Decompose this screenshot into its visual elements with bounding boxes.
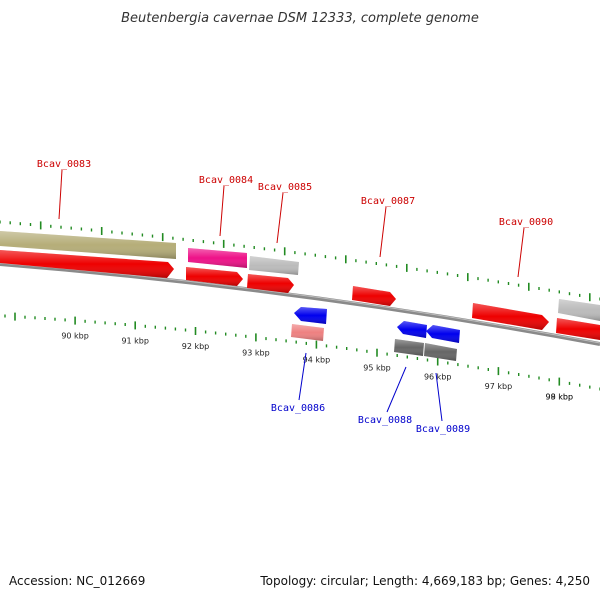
leader-Bcav_0088 xyxy=(386,366,407,413)
genome-backbone xyxy=(0,262,600,346)
tick-label: 98 kbp xyxy=(546,393,574,402)
tick-label: 90 kbp xyxy=(61,332,89,341)
label-Bcav_0089[interactable]: Bcav_0089 xyxy=(416,424,470,435)
tick-label: 97 kbp xyxy=(485,382,513,391)
inner-tick-ring xyxy=(4,312,600,391)
map-title: Beutenbergia cavernae DSM 12333, complet… xyxy=(121,11,479,26)
gene-labels: Bcav_0083 Bcav_0084 Bcav_0085 Bcav_0087 … xyxy=(37,159,553,435)
label-Bcav_0083[interactable]: Bcav_0083 xyxy=(37,159,91,170)
tick-label: 96 kbp xyxy=(424,373,452,382)
leader-Bcav_0087 xyxy=(379,206,387,258)
leader-Bcav_0086 xyxy=(298,352,307,401)
tick-label: 91 kbp xyxy=(121,336,149,345)
label-Bcav_0088[interactable]: Bcav_0088 xyxy=(358,415,412,426)
leader-Bcav_0090 xyxy=(517,227,525,278)
topology-text: Topology: circular; Length: 4,669,183 bp… xyxy=(260,574,590,588)
feature-track xyxy=(0,231,600,361)
label-Bcav_0090[interactable]: Bcav_0090 xyxy=(499,217,553,228)
tick-label: 93 kbp xyxy=(242,348,270,357)
label-Bcav_0086[interactable]: Bcav_0086 xyxy=(271,403,325,414)
leader-Bcav_0089 xyxy=(435,372,443,422)
tick-labels: 90 kbp 91 kbp 92 kbp 93 kbp 94 kbp 95 kbp 96 k… xyxy=(61,332,573,402)
tick-label: 94 kbp xyxy=(303,356,331,365)
tick-label: 95 kbp xyxy=(363,364,391,373)
outer-tick-ring xyxy=(0,220,600,302)
label-Bcav_0087[interactable]: Bcav_0087 xyxy=(361,196,415,207)
leader-Bcav_0085 xyxy=(276,192,284,244)
tick-label: 92 kbp xyxy=(182,342,210,351)
leader-Bcav_0084 xyxy=(219,185,225,237)
accession-text: Accession: NC_012669 xyxy=(9,574,146,588)
label-Bcav_0084[interactable]: Bcav_0084 xyxy=(199,175,253,186)
leader-Bcav_0083 xyxy=(58,169,63,220)
tick-label: 99 kbp xyxy=(546,393,574,402)
label-Bcav_0085[interactable]: Bcav_0085 xyxy=(258,182,312,193)
